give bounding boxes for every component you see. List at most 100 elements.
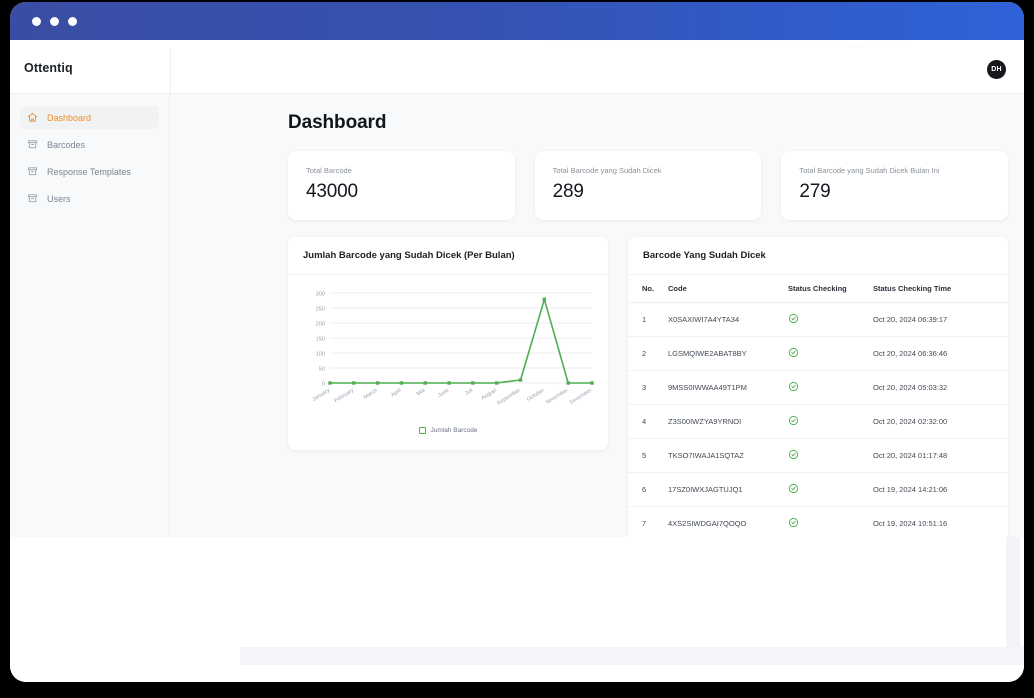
sidebar-item-label: Users: [47, 193, 71, 204]
stat-cards: Total Barcode 43000 Total Barcode yang S…: [288, 151, 1009, 220]
sidebar-item-label: Response Templates: [47, 166, 131, 177]
check-circle-icon: [788, 415, 861, 428]
check-circle-icon: [788, 483, 861, 496]
table-row[interactable]: 7 4XS2SIWDGAI7QOQO Oct 19, 2024 10:51:16: [628, 506, 1008, 537]
svg-text:150: 150: [316, 336, 325, 342]
chart-panel: Jumlah Barcode yang Sudah Dicek (Per Bul…: [288, 237, 608, 450]
svg-text:January: January: [312, 387, 332, 402]
legend-swatch: [418, 427, 426, 434]
cell-time: Oct 20, 2024 06:36:46: [867, 336, 1008, 371]
table-row[interactable]: 5 TKSO7IWAJA1SQTAZ Oct 20, 2024 01:17:48: [628, 438, 1008, 473]
sidebar-item-barcodes[interactable]: Barcodes: [20, 133, 159, 156]
table-header-row: No. Code Status Checking Status Checking…: [628, 275, 1008, 303]
sidebar-item-users[interactable]: Users: [20, 187, 159, 210]
column-header-status: Status Checking: [782, 275, 867, 303]
stat-card-checked-this-month: Total Barcode yang Sudah Dicek Bulan Ini…: [781, 151, 1009, 220]
cell-no: 7: [628, 506, 662, 537]
stat-label: Total Barcode yang Sudah Dicek Bulan Ini: [799, 166, 940, 175]
stat-value: 43000: [306, 181, 358, 202]
cell-no: 3: [628, 370, 662, 405]
table-body: 1 X0SAXIWI7A4YTA34 Oct 20, 2024 06:39:17 2 L…: [628, 302, 1008, 537]
cell-no: 5: [628, 438, 662, 473]
cell-time: Oct 20, 2024 02:32:00: [867, 404, 1008, 439]
cell-code: 17SZ0IWXJAGTUJQ1: [662, 472, 782, 507]
check-circle-icon: [788, 517, 861, 530]
sidebar-item-dashboard[interactable]: Dashboard: [20, 106, 159, 129]
cell-code: TKSO7IWAJA1SQTAZ: [662, 438, 782, 473]
window-titlebar: [10, 2, 1024, 40]
cell-status: [782, 370, 867, 405]
page-title: Dashboard: [288, 112, 387, 133]
chart-legend: Jumlah Barcode: [296, 427, 600, 434]
cell-code: LGSMQIWE2ABAT8BY: [662, 336, 782, 371]
browser-chrome: [10, 40, 1024, 48]
stat-card-checked-total: Total Barcode yang Sudah Dicek 289: [534, 151, 762, 220]
sidebar: Dashboard Barcodes Response Templates: [10, 94, 170, 537]
svg-text:Juli: Juli: [464, 388, 474, 397]
table-row[interactable]: 4 Z3S00IWZYA9YRNOI Oct 20, 2024 02:32:00: [628, 404, 1008, 439]
stat-label: Total Barcode yang Sudah Dicek: [552, 166, 662, 175]
cell-code: Z3S00IWZYA9YRNOI: [662, 404, 782, 439]
table-row[interactable]: 3 9MSS0IWWAA49T1PM Oct 20, 2024 05:03:32: [628, 370, 1008, 405]
header-divider: [170, 48, 171, 94]
check-circle-icon: [788, 313, 861, 326]
app-body: Dashboard Barcodes Response Templates: [10, 94, 1024, 537]
sidebar-item-response-templates[interactable]: Response Templates: [20, 160, 159, 183]
cell-no: 2: [628, 336, 662, 371]
table-row[interactable]: 6 17SZ0IWXJAGTUJQ1 Oct 19, 2024 14:21:06: [628, 472, 1008, 507]
vertical-scrollbar[interactable]: [1006, 537, 1020, 647]
cell-status: [782, 438, 867, 473]
legend-label: Jumlah Barcode: [430, 427, 478, 434]
stat-label: Total Barcode: [306, 166, 352, 175]
brand-logo[interactable]: Ottentiq: [24, 61, 73, 75]
column-header-no: No.: [628, 275, 662, 303]
panels-row: Jumlah Barcode yang Sudah Dicek (Per Bul…: [288, 237, 1008, 537]
check-circle-icon: [788, 449, 861, 462]
cell-time: Oct 19, 2024 14:21:06: [867, 472, 1008, 507]
svg-text:100: 100: [316, 351, 325, 357]
cell-time: Oct 20, 2024 01:17:48: [867, 438, 1008, 473]
svg-text:50: 50: [319, 366, 325, 372]
stat-value: 279: [799, 181, 831, 202]
svg-text:0: 0: [322, 381, 325, 387]
app-header: Ottentiq DH: [10, 48, 1024, 94]
browser-window: Ottentiq DH Dashboard Bar: [10, 2, 1024, 682]
svg-text:October: October: [526, 388, 546, 403]
svg-text:Mai: Mai: [416, 388, 427, 398]
svg-text:March: March: [363, 388, 379, 401]
cell-code: X0SAXIWI7A4YTA34: [662, 302, 782, 337]
avatar[interactable]: DH: [987, 60, 1006, 79]
close-dot[interactable]: [32, 16, 41, 26]
maximize-dot[interactable]: [68, 16, 77, 26]
table-panel-title: Barcode Yang Sudah Dicek: [628, 237, 1008, 275]
cell-time: Oct 19, 2024 10:51:16: [867, 506, 1008, 537]
svg-text:June: June: [437, 388, 450, 399]
sidebar-item-label: Barcodes: [47, 139, 86, 150]
table-header: No. Code Status Checking Status Checking…: [628, 275, 1008, 303]
table-panel: Barcode Yang Sudah Dicek No. Code Status…: [628, 237, 1008, 537]
archive-icon: [27, 166, 38, 177]
cell-time: Oct 20, 2024 05:03:32: [867, 370, 1008, 405]
svg-text:November: November: [545, 388, 569, 406]
svg-text:April: April: [390, 388, 402, 399]
table-row[interactable]: 1 X0SAXIWI7A4YTA34 Oct 20, 2024 06:39:17: [628, 302, 1008, 337]
cell-status: [782, 302, 867, 337]
table-row[interactable]: 2 LGSMQIWE2ABAT8BY Oct 20, 2024 06:36:46: [628, 336, 1008, 371]
column-header-code: Code: [662, 275, 782, 303]
sidebar-item-label: Dashboard: [47, 112, 92, 123]
chart-panel-title: Jumlah Barcode yang Sudah Dicek (Per Bul…: [288, 237, 608, 275]
cell-no: 6: [628, 472, 662, 507]
archive-icon: [27, 193, 38, 204]
cell-time: Oct 20, 2024 06:39:17: [867, 302, 1008, 337]
minimize-dot[interactable]: [50, 16, 59, 26]
cell-status: [782, 472, 867, 507]
cell-status: [782, 506, 867, 537]
chart-svg: 0 50 100 150 200 250 300 January February March Ap…: [312, 291, 594, 407]
barcode-table: No. Code Status Checking Status Checking…: [628, 275, 1008, 537]
bottom-shade: [240, 647, 1024, 665]
stat-value: 289: [552, 181, 584, 202]
column-header-time: Status Checking Time: [867, 275, 1008, 303]
svg-text:250: 250: [316, 306, 325, 312]
svg-text:September: September: [496, 388, 522, 407]
cell-code: 9MSS0IWWAA49T1PM: [662, 370, 782, 405]
